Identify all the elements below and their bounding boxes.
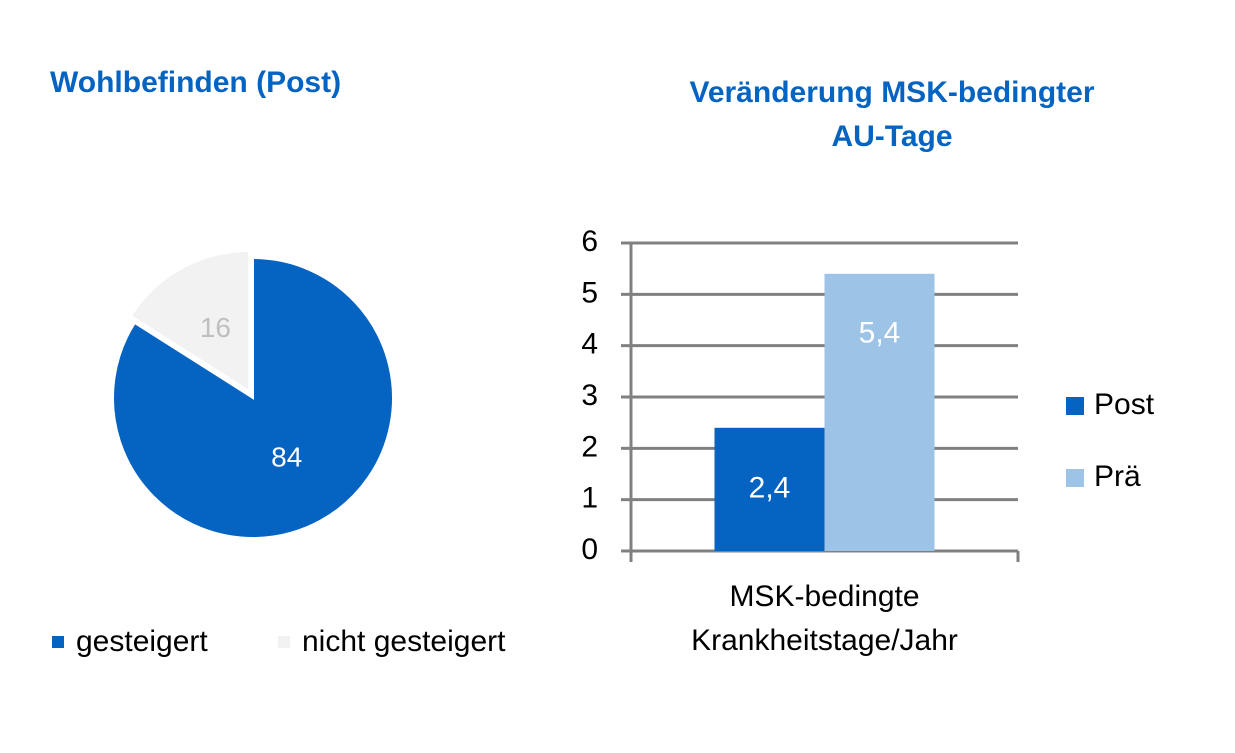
legend-label: Post [1094,388,1155,421]
data-label: 16 [200,312,231,343]
legend-label: Prä [1094,460,1141,493]
legend-label: nicht gesteigert [302,625,506,658]
data-label: 2,4 [749,471,791,504]
y-tick-label: 3 [581,379,598,412]
legend-swatch [52,636,64,648]
legend-label: gesteigert [76,625,208,658]
bar [714,427,825,551]
data-label: 84 [271,442,302,473]
bar [824,273,935,551]
y-tick-label: 5 [581,276,598,309]
x-tick-label: Krankheitstage/Jahr [691,624,958,657]
y-tick-label: 1 [581,482,598,515]
pie-slice [112,256,394,539]
y-tick-label: 6 [581,225,598,258]
y-tick-label: 0 [581,533,598,566]
pie-title: Wohlbefinden (Post) [50,66,341,99]
bar-title: Veränderung MSK-bedingter [689,76,1094,109]
legend-swatch [1066,397,1084,415]
pie-slice [129,249,251,393]
legend-swatch [1066,469,1084,487]
bar-title: AU-Tage [831,120,952,153]
x-tick-label: MSK-bedingte [729,580,919,613]
legend-swatch [278,636,290,648]
y-tick-label: 2 [581,430,598,463]
data-label: 5,4 [859,316,901,349]
y-tick-label: 4 [581,328,598,361]
